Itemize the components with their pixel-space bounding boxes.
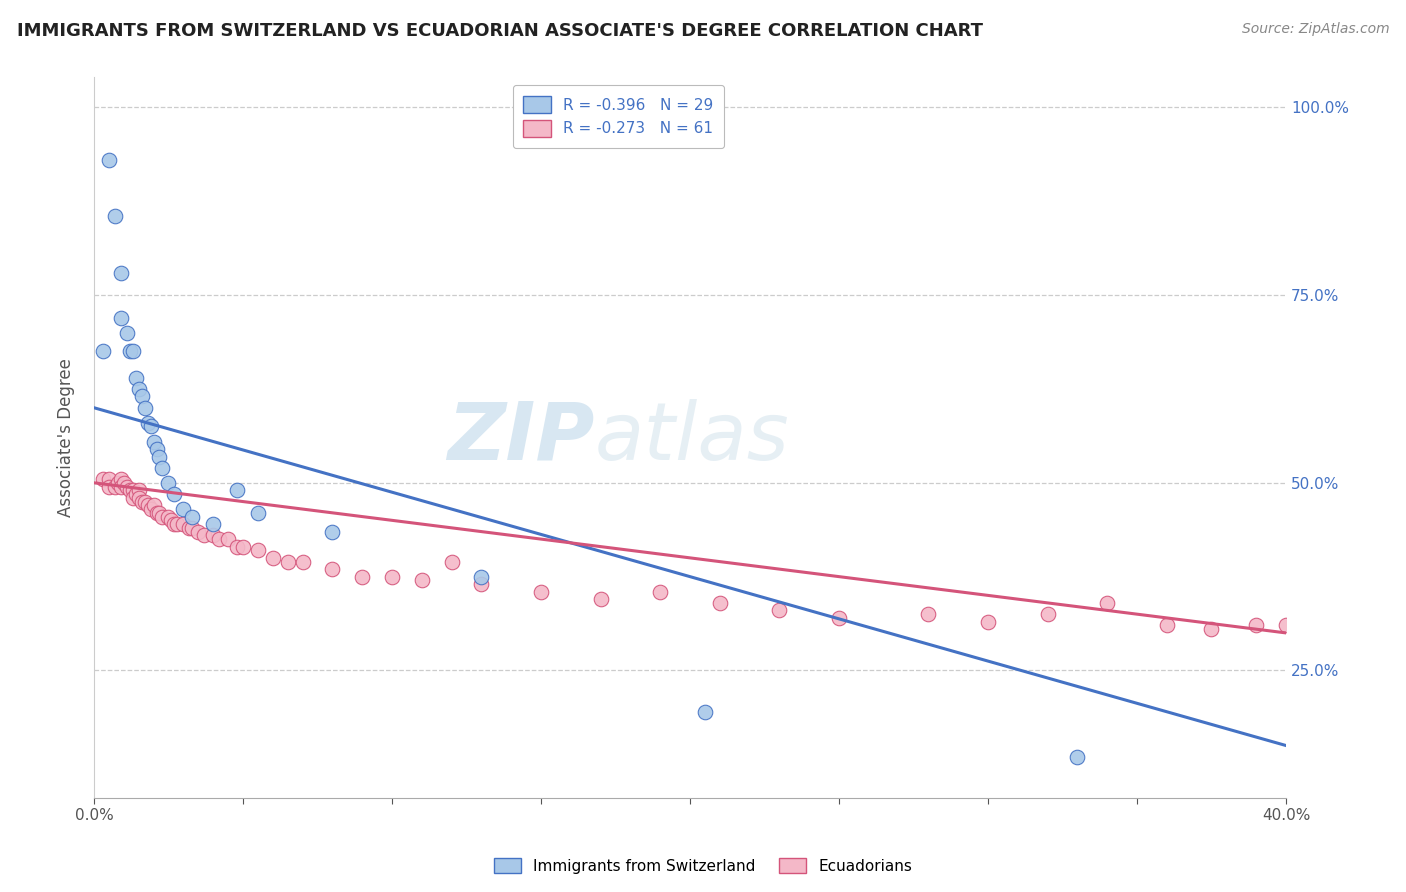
Legend: Immigrants from Switzerland, Ecuadorians: Immigrants from Switzerland, Ecuadorians	[488, 852, 918, 880]
Point	[470, 569, 492, 583]
Point	[142, 498, 165, 512]
Text: Source: ZipAtlas.com: Source: ZipAtlas.com	[1241, 22, 1389, 37]
Point	[163, 487, 186, 501]
Point	[160, 513, 183, 527]
Point	[381, 569, 404, 583]
Point	[128, 382, 150, 396]
Point	[107, 475, 129, 490]
Point	[530, 584, 553, 599]
Point	[232, 540, 254, 554]
Point	[217, 532, 239, 546]
Point	[91, 472, 114, 486]
Point	[411, 574, 433, 588]
Point	[181, 521, 204, 535]
Point	[709, 596, 731, 610]
Point	[917, 607, 939, 622]
Point	[157, 475, 180, 490]
Point	[104, 210, 127, 224]
Point	[166, 517, 188, 532]
Point	[291, 555, 314, 569]
Point	[136, 416, 159, 430]
Point	[352, 569, 374, 583]
Point	[110, 472, 132, 486]
Point	[145, 442, 167, 456]
Point	[693, 705, 716, 719]
Point	[246, 506, 269, 520]
Point	[124, 370, 146, 384]
Point	[246, 543, 269, 558]
Point	[828, 611, 851, 625]
Point	[136, 498, 159, 512]
Point	[172, 502, 194, 516]
Point	[321, 524, 343, 539]
Point	[118, 344, 141, 359]
Point	[148, 506, 170, 520]
Point	[157, 509, 180, 524]
Point	[148, 450, 170, 464]
Point	[321, 562, 343, 576]
Point	[145, 506, 167, 520]
Point	[91, 344, 114, 359]
Point	[97, 153, 120, 167]
Point	[131, 494, 153, 508]
Point	[179, 521, 201, 535]
Point	[226, 540, 249, 554]
Point	[139, 419, 162, 434]
Point	[1156, 618, 1178, 632]
Point	[181, 509, 204, 524]
Point	[128, 483, 150, 498]
Point	[1066, 749, 1088, 764]
Point	[104, 479, 127, 493]
Point	[97, 472, 120, 486]
Point	[118, 483, 141, 498]
Point	[121, 483, 143, 498]
Point	[226, 483, 249, 498]
Point	[139, 502, 162, 516]
Point	[131, 389, 153, 403]
Text: atlas: atlas	[595, 399, 789, 476]
Point	[202, 517, 225, 532]
Point	[650, 584, 672, 599]
Point	[470, 577, 492, 591]
Point	[97, 479, 120, 493]
Point	[128, 491, 150, 505]
Point	[202, 528, 225, 542]
Point	[1201, 622, 1223, 636]
Point	[1244, 618, 1267, 632]
Point	[115, 326, 138, 340]
Point	[768, 603, 790, 617]
Point	[1036, 607, 1059, 622]
Point	[187, 524, 209, 539]
Point	[152, 509, 174, 524]
Point	[115, 479, 138, 493]
Point	[172, 517, 194, 532]
Point	[110, 310, 132, 325]
Point	[112, 475, 135, 490]
Text: IMMIGRANTS FROM SWITZERLAND VS ECUADORIAN ASSOCIATE'S DEGREE CORRELATION CHART: IMMIGRANTS FROM SWITZERLAND VS ECUADORIA…	[17, 22, 983, 40]
Text: ZIP: ZIP	[447, 399, 595, 476]
Point	[262, 550, 284, 565]
Point	[121, 491, 143, 505]
Point	[193, 528, 215, 542]
Point	[163, 517, 186, 532]
Point	[440, 555, 463, 569]
Point	[121, 344, 143, 359]
Point	[1095, 596, 1118, 610]
Point	[1275, 618, 1298, 632]
Point	[589, 592, 612, 607]
Point	[134, 401, 156, 415]
Point	[110, 266, 132, 280]
Y-axis label: Associate's Degree: Associate's Degree	[58, 359, 75, 517]
Point	[152, 460, 174, 475]
Legend: R = -0.396   N = 29, R = -0.273   N = 61: R = -0.396 N = 29, R = -0.273 N = 61	[513, 85, 724, 148]
Point	[110, 479, 132, 493]
Point	[277, 555, 299, 569]
Point	[977, 615, 1000, 629]
Point	[208, 532, 231, 546]
Point	[142, 434, 165, 449]
Point	[134, 494, 156, 508]
Point	[124, 487, 146, 501]
